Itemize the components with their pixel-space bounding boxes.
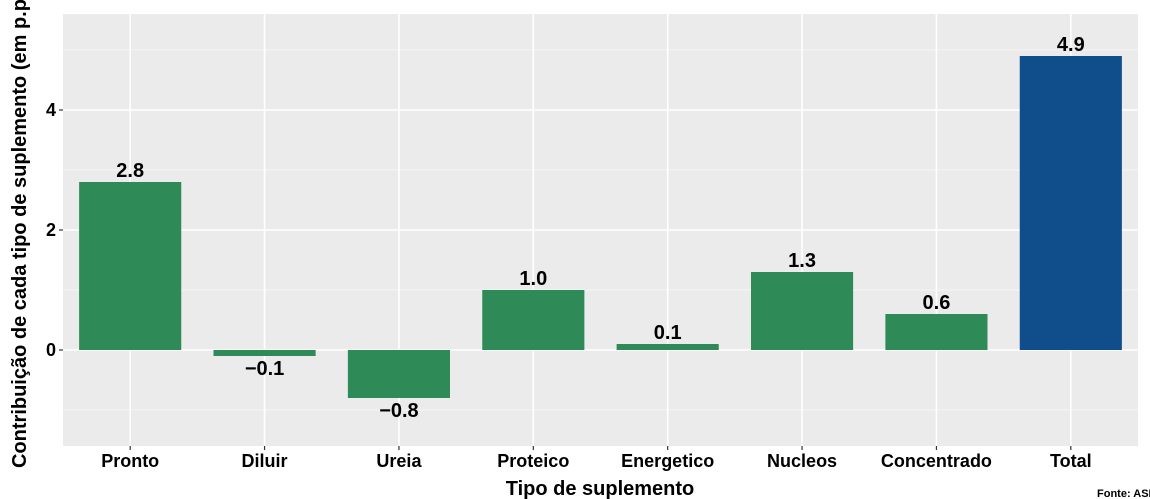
y-tick-label: 0 [46,340,56,360]
x-axis-ticks: Pronto Diluir Ureia Proteico Energetico Nucle… [101,446,1092,471]
bar-concentrado [885,314,988,350]
bar-total [1019,56,1122,350]
value-labels: 2.8 −0.1 −0.8 1.0 0.1 1.3 0.6 4.9 [116,34,1084,422]
data-label-total: 4.9 [1057,34,1085,56]
bar-diluir [213,350,316,356]
bar-proteico [482,290,585,350]
x-tick-label-ureia: Ureia [376,451,422,471]
bar-energetico [616,344,719,350]
data-label-nucleos: 1.3 [788,250,816,272]
y-axis-ticks: 0 2 4 [46,100,63,360]
x-tick-label-energetico: Energetico [621,451,714,471]
bar-ureia [347,350,450,398]
source-note: Fonte: ASBRAM [1097,488,1150,499]
bars [79,56,1122,398]
y-axis-title: Contribuição de cada tipo de suplemento … [9,0,31,468]
data-label-ureia: −0.8 [379,400,418,422]
data-label-energetico: 0.1 [654,322,682,344]
x-tick-label-proteico: Proteico [497,451,569,471]
y-tick-label: 4 [46,100,56,120]
data-label-pronto: 2.8 [116,160,144,182]
data-label-proteico: 1.0 [519,268,547,290]
x-tick-label-concentrado: Concentrado [881,451,992,471]
x-tick-label-total: Total [1050,451,1092,471]
x-tick-label-pronto: Pronto [101,451,159,471]
y-tick-label: 2 [46,220,56,240]
x-tick-label-nucleos: Nucleos [767,451,837,471]
bar-nucleos [751,272,854,350]
data-label-diluir: −0.1 [245,358,284,380]
bar-pronto [79,182,182,350]
x-axis-title: Tipo de suplemento [506,478,695,499]
x-tick-label-diluir: Diluir [242,451,288,471]
data-label-concentrado: 0.6 [923,292,951,314]
